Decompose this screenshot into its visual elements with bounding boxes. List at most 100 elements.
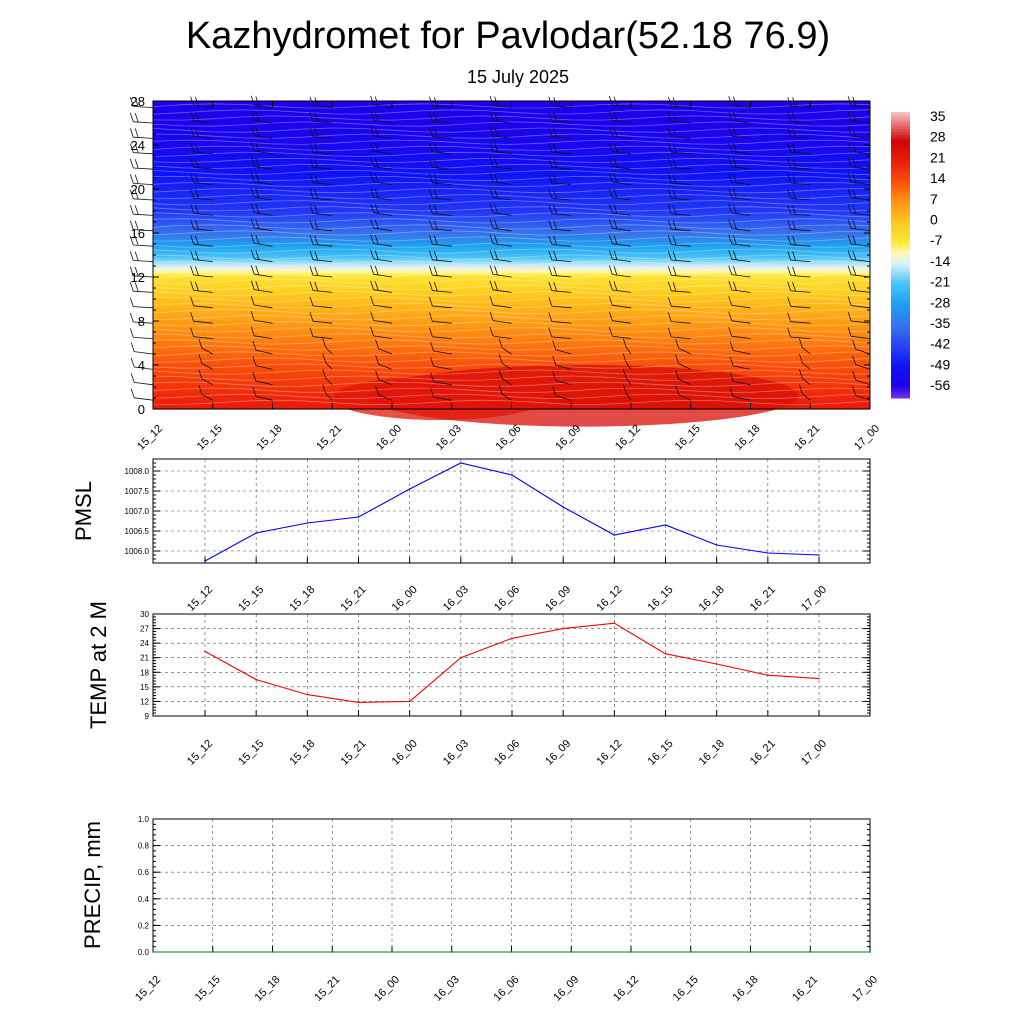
x-tick-label: 16_06	[494, 423, 524, 453]
wind-barb-staff	[790, 167, 811, 170]
colorbar-cell	[891, 326, 910, 330]
wind-barb-staff	[790, 259, 811, 262]
cross-section-band	[153, 327, 870, 331]
cross-section-band	[153, 195, 870, 199]
cross-section-band	[153, 131, 870, 135]
cross-section-band	[153, 277, 870, 280]
wind-barb-staff	[254, 196, 273, 201]
colorbar-cell	[891, 280, 910, 285]
wind-barb-staff	[790, 321, 811, 324]
wind-barb-flag	[129, 328, 134, 338]
data-point	[204, 650, 206, 653]
isotherm-contour	[152, 351, 871, 357]
colorbar-cell	[891, 392, 910, 396]
wind-barb-staff	[551, 136, 572, 139]
cross-section-band	[153, 134, 870, 137]
colorbar-label: -56	[930, 377, 950, 393]
wind-barb-staff	[133, 167, 154, 170]
wind-barb-staff	[312, 320, 333, 324]
cross-section-band	[153, 202, 870, 205]
cross-section-band	[153, 252, 870, 256]
wind-barb-staff	[133, 229, 154, 232]
wind-barb-staff	[433, 366, 452, 370]
wind-barb-flag	[733, 142, 737, 153]
wind-barb-staff	[551, 182, 572, 185]
data-point	[715, 663, 718, 665]
wind-barb-flag	[729, 356, 734, 367]
wind-barb-staff	[432, 120, 452, 124]
wind-barb-flag	[250, 141, 255, 152]
isotherm-contour	[152, 254, 871, 260]
wind-barb-staff	[432, 151, 452, 155]
colorbar-cell	[891, 212, 910, 216]
colorbar-cell	[891, 360, 910, 365]
wind-barb-flag	[433, 174, 438, 184]
wind-barb-flag	[250, 280, 255, 290]
colorbar-cell	[891, 143, 910, 147]
cross-section-band	[153, 178, 870, 181]
data-point	[510, 951, 513, 953]
cross-section-band	[153, 358, 870, 362]
wind-barb-flag	[667, 312, 672, 322]
wind-barb-flag	[622, 384, 627, 394]
cross-section-band	[153, 182, 870, 186]
wind-barb-flag	[608, 188, 613, 198]
wind-barb-flag	[792, 158, 796, 169]
wind-barb-staff	[731, 166, 751, 170]
wind-barb-flag	[672, 174, 677, 184]
cross-section-band	[153, 285, 870, 289]
wind-barb-staff	[133, 260, 154, 262]
wind-barb-flag	[129, 297, 134, 307]
wind-barb-staff	[193, 290, 213, 293]
wind-barb-flag	[134, 220, 139, 231]
wind-barb-staff	[193, 182, 213, 185]
colorbar-cell	[891, 312, 910, 316]
wind-barb-staff	[551, 105, 572, 108]
wind-barb-flag	[489, 142, 494, 152]
wind-barb-flag	[613, 142, 618, 153]
isotherm-contour	[152, 170, 871, 176]
wind-barb-flag	[608, 172, 613, 183]
wind-barb-staff	[733, 365, 751, 370]
wind-barb-staff	[612, 104, 632, 108]
y-tick-label: 1008.0	[125, 467, 150, 476]
y-tick-label: 28	[131, 94, 145, 109]
wind-barb-staff	[193, 105, 213, 108]
wind-barb-staff	[731, 151, 751, 155]
colorbar-cell	[891, 389, 910, 393]
wind-barb-staff	[671, 290, 691, 293]
wind-barb-flag	[733, 127, 737, 137]
colorbar-cell	[891, 123, 910, 127]
wind-barb-flag	[322, 338, 327, 348]
wind-barb-staff	[254, 243, 273, 247]
wind-barb-flag	[370, 172, 374, 183]
cross-section-band	[153, 347, 870, 351]
wind-barb-staff	[312, 197, 333, 201]
cross-section-band	[153, 224, 870, 227]
cross-section-band	[153, 173, 870, 177]
wind-barb-staff	[492, 197, 512, 201]
wind-barb-flag	[729, 341, 734, 351]
wind-barb-staff	[378, 363, 393, 370]
cross-section-band	[153, 266, 870, 269]
wind-barb-flag	[190, 158, 194, 168]
wind-barb-flag	[792, 97, 796, 107]
isotherm-contour	[152, 206, 871, 212]
wind-barb-staff	[133, 213, 154, 216]
cross-section-band	[153, 244, 870, 247]
wind-barb-flag	[494, 127, 498, 137]
wind-barb-flag	[847, 327, 852, 337]
wind-barb-flag	[847, 280, 852, 291]
wind-barb-flag	[608, 234, 613, 244]
wind-barb-flag	[198, 385, 203, 395]
colorbar-cell	[891, 149, 910, 153]
x-tick-label: 16_15	[646, 738, 676, 768]
wind-barb-staff	[555, 395, 572, 401]
wind-barb-flag	[250, 157, 255, 167]
wind-barb-flag	[134, 205, 139, 215]
wind-barb-flag	[129, 251, 134, 261]
wind-barb-staff	[255, 380, 273, 386]
data-point	[255, 532, 257, 534]
x-tick-label: 16_18	[733, 423, 763, 453]
wind-barb-staff	[312, 336, 333, 339]
